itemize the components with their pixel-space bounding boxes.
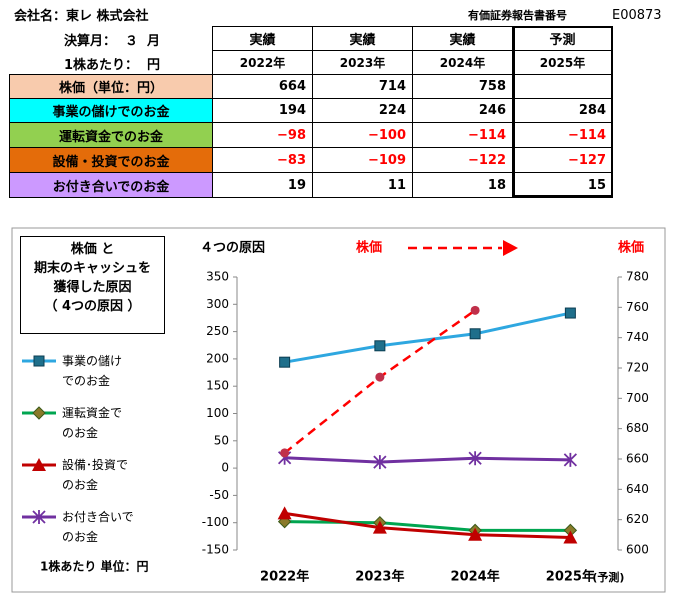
header-label: 1株あたり： 円 <box>63 58 161 73</box>
series-marker <box>374 340 386 352</box>
legend-label: 設備･投資で のお金 <box>62 458 129 492</box>
y2-tick-label: 680 <box>626 421 649 435</box>
legend-marker <box>33 355 45 367</box>
series-marker <box>563 452 578 467</box>
x-tick-label: 2022年 <box>260 569 309 585</box>
y2-tick-label: 620 <box>626 512 649 526</box>
box-title: 株価 と 期末のキャッシュを 獲得した原因 （ 4つの原因 ） <box>20 236 165 334</box>
series-marker <box>372 520 387 534</box>
series-marker <box>564 307 576 319</box>
y-tick-label: 300 <box>206 297 229 311</box>
legend-marker <box>32 406 46 420</box>
report-label: 有価証券報告書番号 <box>468 9 567 22</box>
series-line <box>284 456 571 464</box>
series-line <box>283 309 476 454</box>
forecast-note: (予測) <box>592 570 624 584</box>
chart-frame <box>11 227 666 593</box>
y-tick-label: 100 <box>206 406 229 420</box>
y-tick-label: -50 <box>209 488 229 502</box>
series-marker <box>468 451 482 466</box>
series-line <box>284 520 571 532</box>
y-tick-label: 250 <box>206 324 229 338</box>
y-tick-label: -150 <box>202 543 229 557</box>
y-tick-label: 200 <box>206 351 229 365</box>
series-marker <box>277 506 292 520</box>
legend-label: お付き合いで のお金 <box>62 510 134 544</box>
x-tick-label: 2025年 <box>546 569 595 585</box>
y2-tick-label: 640 <box>626 482 649 496</box>
y-tick-label: 350 <box>206 270 229 284</box>
legend-marker <box>32 458 46 471</box>
y2-label: 株価 <box>618 240 644 256</box>
series-marker <box>280 448 290 458</box>
series-marker <box>470 305 480 315</box>
y-tick-label: -100 <box>202 515 229 529</box>
row-label: お付き合いでのお金 <box>9 172 213 198</box>
y-tick-label: 150 <box>206 379 229 393</box>
y2-tick-label: 720 <box>626 361 649 375</box>
chart-title: ４つの原因 <box>200 241 265 256</box>
legend-label: 事業の儲け でのお金 <box>62 354 123 388</box>
y2-tick-label: 700 <box>626 391 649 405</box>
row-label: 株価（単位：円） <box>9 74 213 99</box>
row-label: 事業の儲けでのお金 <box>9 98 213 123</box>
series-marker <box>373 455 387 470</box>
arrow-head <box>503 240 518 256</box>
legend-label: 運転資金で のお金 <box>62 406 123 440</box>
y2-tick-label: 740 <box>626 330 649 344</box>
series-line <box>284 311 571 364</box>
x-tick-label: 2023年 <box>355 569 404 585</box>
y2-tick-label: 660 <box>626 452 649 466</box>
company: 会社名：東レ 株式会社 <box>14 8 149 24</box>
y2-tick-label: 780 <box>626 270 649 284</box>
series-marker <box>468 527 483 541</box>
x-tick-label: 2024年 <box>451 569 500 585</box>
series-marker <box>469 328 481 340</box>
legend-marker <box>32 510 46 524</box>
price-label: 株価 <box>356 240 382 256</box>
y-tick-label: 50 <box>214 433 229 447</box>
series-marker <box>375 372 385 382</box>
unit-note: 1株あたり 単位：円 <box>40 559 149 574</box>
report-no: E00873 <box>612 7 662 23</box>
series-marker <box>279 356 291 368</box>
header-label: 決算月： ３ 月 <box>63 34 161 49</box>
series-line <box>284 511 571 539</box>
y2-tick-label: 760 <box>626 300 649 314</box>
y2-tick-label: 600 <box>626 543 649 557</box>
y-tick-label: 0 <box>221 461 229 475</box>
series-marker <box>563 530 578 544</box>
